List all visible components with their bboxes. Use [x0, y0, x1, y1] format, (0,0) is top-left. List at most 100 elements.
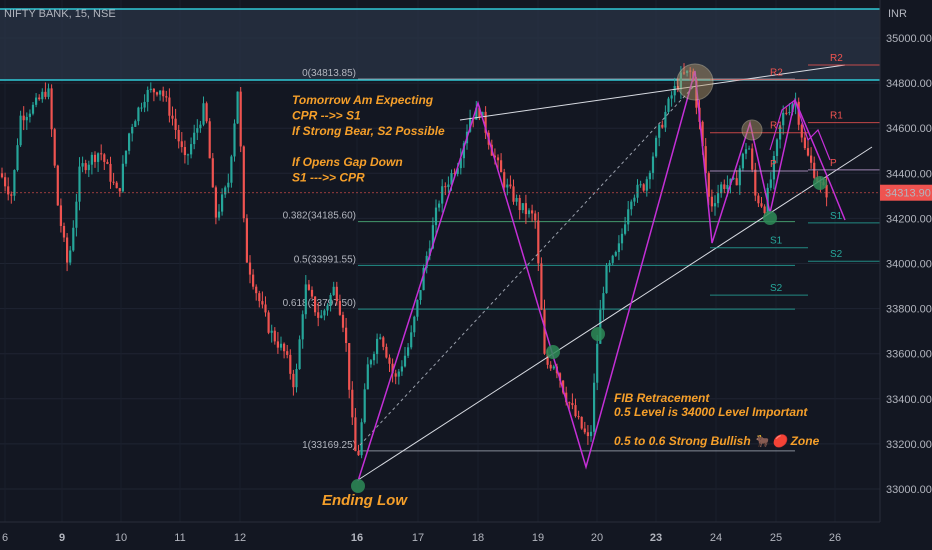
candle-body[interactable] [710, 196, 713, 207]
candle-body[interactable] [450, 173, 453, 185]
candle-body[interactable] [788, 112, 791, 114]
candle-body[interactable] [806, 148, 810, 156]
candle-body[interactable] [329, 295, 332, 306]
candle-body[interactable] [31, 104, 35, 114]
candle-body[interactable] [255, 286, 258, 294]
candle-body[interactable] [670, 95, 673, 99]
candle-body[interactable] [589, 431, 593, 437]
candle-body[interactable] [552, 366, 555, 369]
candle-body[interactable] [726, 184, 729, 190]
candle-body[interactable] [825, 184, 828, 198]
candle-body[interactable] [199, 124, 202, 129]
candle-body[interactable] [301, 314, 304, 340]
candle-body[interactable] [376, 338, 379, 355]
candle-body[interactable] [180, 141, 183, 148]
candle-body[interactable] [639, 184, 642, 186]
candle-body[interactable] [205, 103, 208, 122]
candle-body[interactable] [713, 203, 717, 207]
candle-body[interactable] [124, 150, 128, 164]
candle-body[interactable] [25, 116, 28, 121]
candle-body[interactable] [239, 91, 242, 147]
candle-body[interactable] [168, 97, 171, 116]
candle-body[interactable] [22, 115, 25, 121]
candle-body[interactable] [233, 123, 236, 157]
candle-body[interactable] [425, 255, 428, 268]
candle-body[interactable] [624, 224, 627, 234]
candle-body[interactable] [292, 373, 295, 388]
candle-body[interactable] [521, 203, 524, 211]
candle-body[interactable] [295, 369, 298, 388]
candle-body[interactable] [583, 428, 586, 433]
candle-body[interactable] [335, 286, 338, 301]
candle-body[interactable] [707, 173, 710, 197]
candle-body[interactable] [177, 129, 180, 142]
candle-body[interactable] [248, 262, 252, 275]
candle-body[interactable] [332, 286, 335, 296]
candle-body[interactable] [0, 173, 4, 178]
candle-body[interactable] [769, 179, 772, 188]
candle-body[interactable] [484, 111, 487, 133]
candle-body[interactable] [13, 170, 16, 196]
candle-body[interactable] [372, 354, 376, 361]
candle-body[interactable] [403, 355, 407, 367]
candle-body[interactable] [261, 301, 264, 305]
candle-body[interactable] [524, 203, 527, 215]
candle-body[interactable] [174, 118, 177, 130]
candle-body[interactable] [56, 165, 59, 206]
candle-body[interactable] [695, 80, 698, 108]
candle-body[interactable] [704, 146, 707, 174]
candle-body[interactable] [304, 284, 307, 315]
candle-body[interactable] [245, 218, 248, 263]
candle-body[interactable] [438, 203, 441, 208]
candle-body[interactable] [620, 233, 624, 244]
candle-body[interactable] [317, 312, 320, 318]
candle-body[interactable] [162, 90, 165, 97]
candle-body[interactable] [221, 194, 224, 212]
candle-body[interactable] [537, 220, 540, 264]
candle-body[interactable] [413, 316, 416, 333]
candle-body[interactable] [87, 164, 90, 171]
candle-body[interactable] [447, 184, 450, 188]
candle-body[interactable] [66, 237, 69, 263]
candle-body[interactable] [16, 145, 19, 171]
candle-body[interactable] [242, 146, 245, 219]
candle-body[interactable] [10, 194, 13, 196]
candle-body[interactable] [515, 197, 518, 202]
candle-body[interactable] [549, 364, 552, 369]
candle-body[interactable] [444, 186, 447, 188]
candle-body[interactable] [146, 89, 149, 102]
candle-body[interactable] [357, 451, 360, 456]
candle-body[interactable] [81, 163, 84, 167]
candle-body[interactable] [78, 166, 81, 202]
candle-body[interactable] [407, 347, 410, 356]
candle-body[interactable] [236, 91, 239, 124]
candle-body[interactable] [382, 337, 385, 347]
candle-body[interactable] [503, 172, 506, 188]
candle-body[interactable] [422, 267, 425, 291]
candle-body[interactable] [159, 90, 162, 95]
candle-body[interactable] [41, 91, 44, 100]
candle-body[interactable] [369, 360, 372, 365]
candle-body[interactable] [276, 341, 279, 348]
candle-body[interactable] [394, 373, 397, 377]
candle-body[interactable] [267, 312, 270, 333]
candle-body[interactable] [568, 402, 571, 404]
candle-body[interactable] [366, 364, 369, 390]
candle-body[interactable] [183, 147, 186, 156]
candle-body[interactable] [171, 115, 174, 119]
candle-body[interactable] [93, 154, 97, 162]
candle-body[interactable] [109, 163, 112, 182]
candle-body[interactable] [540, 263, 543, 310]
candle-body[interactable] [744, 149, 748, 154]
candle-body[interactable] [118, 188, 121, 192]
candle-body[interactable] [546, 353, 549, 365]
candle-body[interactable] [453, 173, 456, 175]
candle-body[interactable] [633, 197, 636, 202]
candle-body[interactable] [803, 137, 806, 149]
candle-body[interactable] [651, 156, 655, 173]
candle-body[interactable] [385, 346, 388, 358]
candle-body[interactable] [636, 184, 639, 198]
candle-body[interactable] [459, 158, 462, 169]
candle-body[interactable] [701, 121, 704, 147]
